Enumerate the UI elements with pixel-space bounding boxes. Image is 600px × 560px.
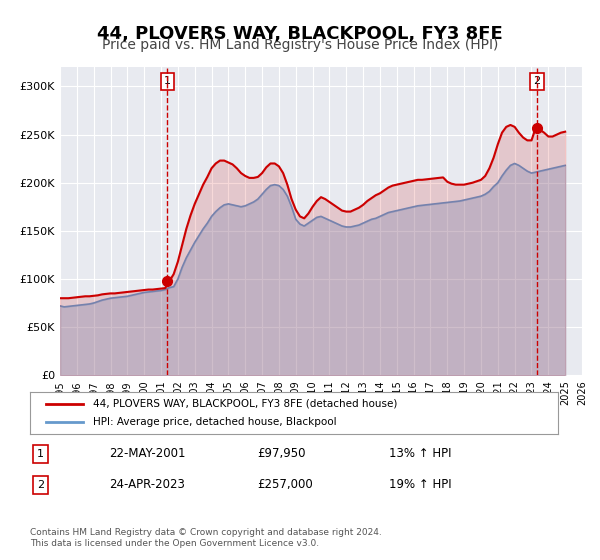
Text: Price paid vs. HM Land Registry's House Price Index (HPI): Price paid vs. HM Land Registry's House … (102, 38, 498, 52)
Text: 44, PLOVERS WAY, BLACKPOOL, FY3 8FE: 44, PLOVERS WAY, BLACKPOOL, FY3 8FE (97, 25, 503, 43)
Text: 1: 1 (164, 76, 171, 86)
Text: 44, PLOVERS WAY, BLACKPOOL, FY3 8FE (detached house): 44, PLOVERS WAY, BLACKPOOL, FY3 8FE (det… (94, 399, 398, 409)
Text: 2: 2 (533, 76, 541, 86)
Text: Contains HM Land Registry data © Crown copyright and database right 2024.
This d: Contains HM Land Registry data © Crown c… (30, 528, 382, 548)
Text: £97,950: £97,950 (257, 447, 305, 460)
Text: 1: 1 (37, 449, 44, 459)
Text: 22-MAY-2001: 22-MAY-2001 (109, 447, 186, 460)
Text: 19% ↑ HPI: 19% ↑ HPI (389, 478, 452, 491)
Text: 2: 2 (37, 480, 44, 489)
Text: 13% ↑ HPI: 13% ↑ HPI (389, 447, 452, 460)
Text: £257,000: £257,000 (257, 478, 313, 491)
Text: HPI: Average price, detached house, Blackpool: HPI: Average price, detached house, Blac… (94, 417, 337, 427)
Text: 24-APR-2023: 24-APR-2023 (109, 478, 185, 491)
